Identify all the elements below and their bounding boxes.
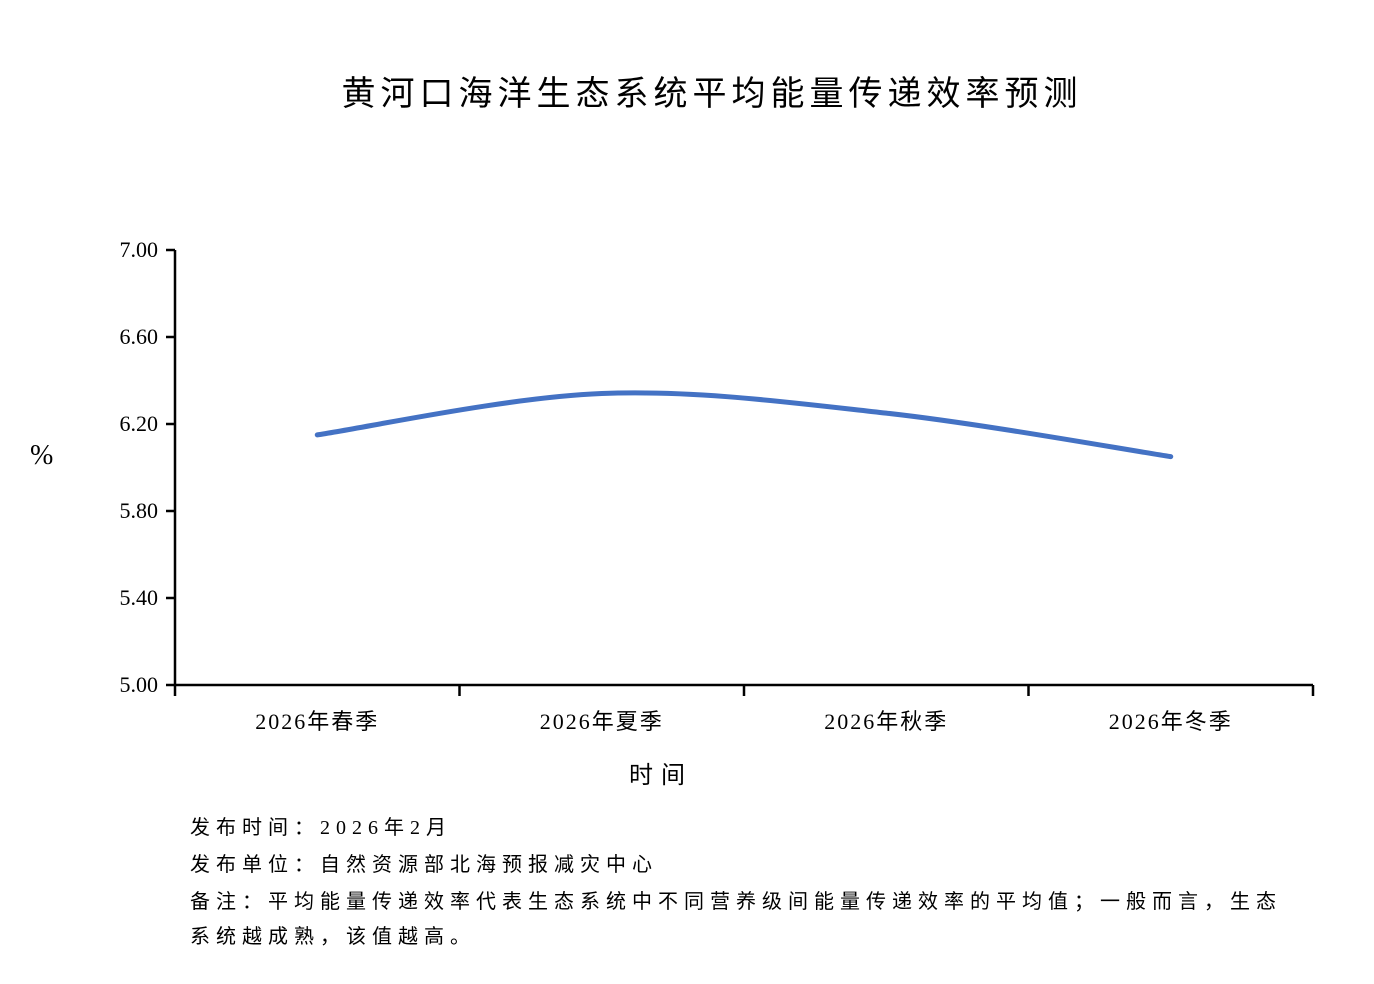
publish-time: 发布时间：2026年2月	[190, 817, 452, 839]
y-tick-label: 5.40	[119, 585, 159, 610]
x-tick-label: 2026年夏季	[539, 709, 664, 734]
publish-org: 发布单位：自然资源部北海预报减灾中心	[190, 854, 658, 876]
y-tick-label: 6.60	[119, 324, 159, 349]
y-tick-label: 5.80	[119, 498, 159, 523]
x-tick-label: 2026年秋季	[824, 709, 949, 734]
data-series-line	[314, 390, 1174, 460]
footer-notes: 发布时间：2026年2月 发布单位：自然资源部北海预报减灾中心 备注：平均能量传…	[190, 815, 1330, 959]
chart-title: 黄河口海洋生态系统平均能量传递效率预测	[341, 76, 1083, 113]
x-axis-title: 时间	[629, 763, 693, 789]
x-tick-label: 2026年冬季	[1108, 709, 1233, 734]
y-axis-label: %	[30, 440, 54, 471]
axis-lines	[166, 248, 1315, 696]
note-line-2: 系统越成熟，该值越高。	[190, 926, 476, 948]
y-tick-label: 5.00	[119, 672, 159, 697]
x-tick-label: 2026年春季	[255, 709, 380, 734]
axes	[166, 248, 1315, 696]
y-tick-label: 6.20	[119, 411, 159, 436]
note-line-1: 备注：平均能量传递效率代表生态系统中不同营养级间能量传递效率的平均值；一般而言，…	[190, 891, 1282, 913]
y-tick-label: 7.00	[119, 237, 159, 262]
